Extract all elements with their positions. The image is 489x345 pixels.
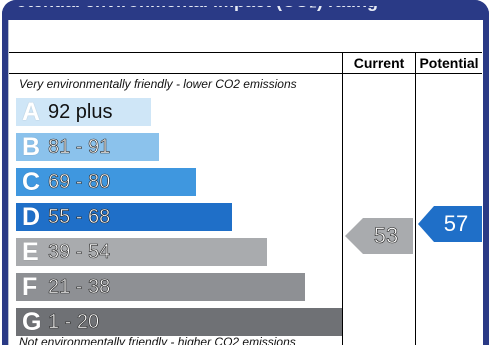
band-c: C 69 - 80 — [16, 168, 196, 196]
band-range: 21 - 38 — [48, 275, 111, 298]
divider-current — [342, 52, 343, 345]
band-range: 69 - 80 — [48, 170, 111, 193]
band-letter: D — [22, 202, 41, 231]
band-letter: C — [22, 167, 41, 196]
band-letter: B — [22, 132, 41, 161]
potential-rating-value: 57 — [443, 211, 469, 236]
band-range: 81 - 91 — [48, 135, 111, 158]
band-range: 55 - 68 — [48, 205, 111, 228]
column-potential: Potential — [419, 55, 479, 71]
band-a: A 92 plus — [16, 98, 151, 126]
note-bottom: Not environmentally friendly - higher CO… — [19, 335, 296, 345]
band-range: 92 plus — [48, 100, 113, 123]
current-rating-value: 53 — [373, 223, 399, 249]
band-letter: G — [22, 307, 42, 336]
column-current: Current — [353, 55, 405, 71]
potential-arrow-shape — [418, 206, 482, 242]
current-rating-arrow: 53 — [345, 218, 413, 254]
header-bottom-line — [9, 73, 482, 74]
band-range: 39 - 54 — [48, 240, 111, 263]
band-letter: F — [22, 272, 38, 301]
band-g: G 1 - 20 — [16, 308, 342, 336]
current-arrow-shape — [345, 218, 413, 254]
rating-table: Current Potential Very environmentally f… — [9, 20, 489, 345]
potential-rating-arrow: 57 — [418, 206, 482, 242]
header-top-line — [9, 52, 482, 53]
band-range: 1 - 20 — [48, 310, 100, 333]
band-b: B 81 - 91 — [16, 133, 159, 161]
band-f: F 21 - 38 — [16, 273, 305, 301]
band-d: D 55 - 68 — [16, 203, 232, 231]
note-top: Very environmentally friendly - lower CO… — [19, 77, 297, 91]
band-e: E 39 - 54 — [16, 238, 267, 266]
band-letter: A — [22, 97, 41, 126]
divider-potential — [415, 52, 416, 345]
band-letter: E — [22, 237, 39, 266]
